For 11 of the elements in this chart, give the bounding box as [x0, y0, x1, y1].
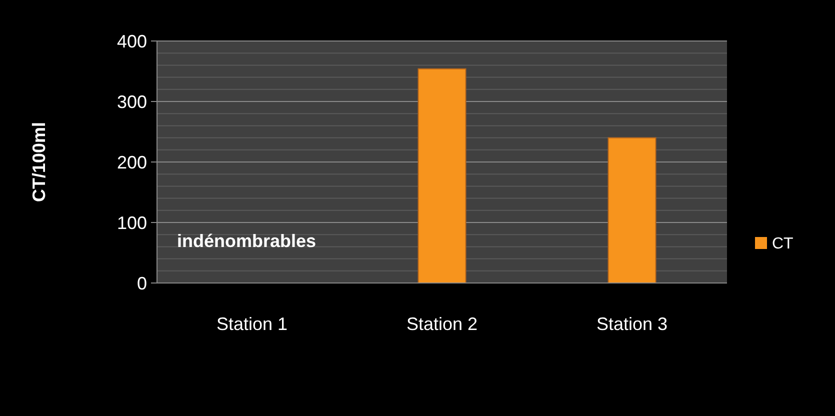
y-axis-title: CT/100ml	[29, 122, 49, 202]
legend-label: CT	[772, 236, 794, 253]
y-tick-label: 300	[116, 92, 147, 112]
y-tick-label: 200	[116, 152, 147, 172]
y-tick-label: 100	[116, 212, 147, 233]
annotation: indénombrables	[177, 230, 316, 251]
y-tick-label: 400	[116, 31, 147, 52]
y-tick-label: 0	[136, 273, 147, 294]
x-tick-label: Station 1	[216, 314, 288, 334]
x-tick-label: Station 3	[596, 314, 668, 334]
x-tick-label: Station 2	[406, 314, 478, 334]
